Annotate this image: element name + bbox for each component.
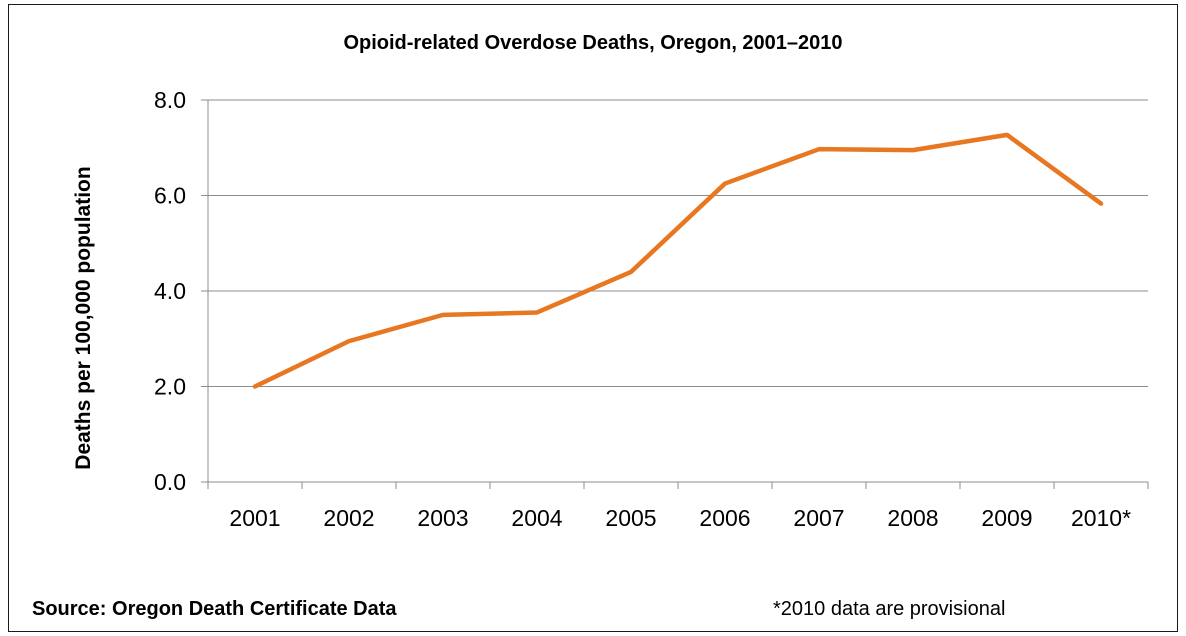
chart-title: Opioid-related Overdose Deaths, Oregon, … (343, 32, 843, 54)
x-tick-label: 2006 (699, 505, 750, 531)
x-tick-label: 2004 (511, 505, 562, 531)
source-note: Source: Oregon Death Certificate Data (32, 598, 397, 620)
y-tick-label: 2.0 (154, 374, 186, 400)
gridlines (208, 99, 1148, 387)
x-tick-label: 2009 (981, 505, 1032, 531)
chart-frame (8, 4, 1178, 632)
y-tick-labels: 0.0 2.0 4.0 6.0 8.0 (154, 87, 186, 495)
x-tick-label: 2007 (793, 505, 844, 531)
axes (201, 99, 1149, 489)
series-line (252, 132, 1104, 389)
provisional-note: *2010 data are provisional (773, 598, 1006, 620)
y-tick-label: 8.0 (154, 87, 186, 113)
x-tick-label: 2005 (605, 505, 656, 531)
x-tick-label: 2002 (323, 505, 374, 531)
data-series (252, 132, 1104, 389)
y-tick-label: 6.0 (154, 183, 186, 209)
y-tick-label: 0.0 (154, 469, 186, 495)
x-tick-labels: 2001 2002 2003 2004 2005 2006 2007 2008 2009 2010… (229, 505, 1131, 531)
y-tick-label: 4.0 (154, 278, 186, 304)
x-tick-label: 2003 (417, 505, 468, 531)
x-tick-label: 2008 (887, 505, 938, 531)
x-tick-label: 2010* (1071, 505, 1131, 531)
x-tick-label: 2001 (229, 505, 280, 531)
